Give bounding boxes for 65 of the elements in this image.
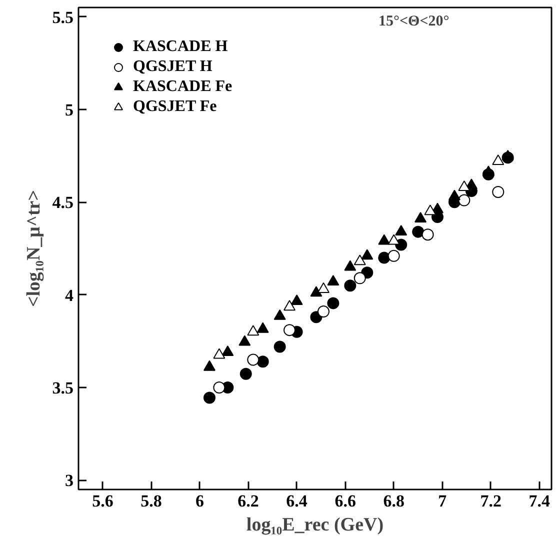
- point: [247, 325, 260, 336]
- y-axis-title: <log₁₀N_μ^tr>: [23, 190, 44, 308]
- point: [317, 282, 330, 293]
- x-tick-label: 6.4: [286, 492, 308, 510]
- x-tick-label: 6.6: [334, 492, 356, 510]
- point: [344, 260, 356, 271]
- point: [388, 234, 400, 245]
- point: [414, 212, 427, 223]
- point: [290, 294, 303, 306]
- point: [422, 228, 434, 241]
- point: [492, 154, 504, 166]
- point: [395, 224, 408, 236]
- point: [361, 249, 374, 260]
- point: [378, 234, 390, 245]
- annotation: 15°<Θ<20°: [378, 14, 450, 30]
- point: [412, 226, 424, 238]
- x-tick-label: 6.8: [383, 492, 404, 510]
- point: [284, 324, 296, 336]
- point: [203, 360, 216, 371]
- x-tick-label: 7.4: [528, 492, 550, 510]
- x-tick-label: 5.6: [92, 492, 114, 510]
- point: [203, 392, 216, 404]
- x-tick-label: 7: [438, 492, 448, 510]
- point: [354, 272, 366, 284]
- point: [492, 186, 504, 198]
- x-tick-label: 7.2: [480, 492, 502, 510]
- point: [240, 368, 252, 380]
- point: [458, 194, 470, 206]
- point: [424, 204, 436, 216]
- point: [310, 286, 322, 297]
- x-tick-label: 6: [196, 492, 204, 510]
- point: [378, 252, 390, 264]
- legend-label: QGSJET H: [133, 58, 212, 76]
- point: [213, 382, 226, 394]
- point: [284, 300, 296, 311]
- point: [238, 335, 251, 346]
- point: [274, 340, 286, 353]
- point: [222, 345, 234, 356]
- legend-label: KASCADE H: [133, 38, 228, 56]
- point: [256, 322, 269, 333]
- legend-label: QGSJET Fe: [133, 98, 217, 116]
- point: [458, 180, 470, 191]
- point: [247, 354, 260, 366]
- point: [274, 309, 286, 320]
- point: [502, 150, 514, 160]
- point: [327, 297, 340, 310]
- y-tick-label: 4: [65, 286, 74, 305]
- point: [344, 280, 356, 292]
- point: [388, 250, 400, 262]
- y-tick-label: 5: [65, 100, 74, 120]
- point: [354, 254, 366, 266]
- point: [317, 306, 330, 318]
- point: [327, 275, 340, 286]
- point: [213, 348, 226, 359]
- x-axis-title: log₁₀E_rec (GeV): [246, 514, 384, 536]
- point: [482, 166, 494, 176]
- x-tick-label: 5.8: [140, 492, 162, 510]
- y-tick-label: 4.5: [52, 193, 74, 212]
- x-tick-label: 6.2: [238, 492, 259, 510]
- y-tick-label: 5.5: [52, 8, 74, 27]
- y-tick-label: 3.5: [52, 378, 74, 398]
- point: [448, 190, 460, 200]
- point: [256, 356, 269, 368]
- y-tick-label: 3: [65, 471, 74, 490]
- legend-label: KASCADE Fe: [133, 78, 232, 96]
